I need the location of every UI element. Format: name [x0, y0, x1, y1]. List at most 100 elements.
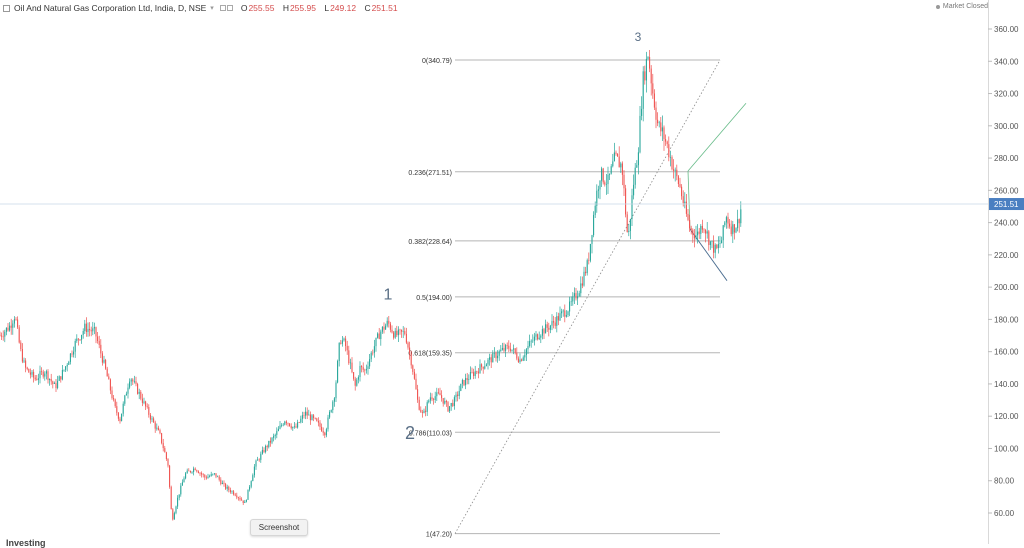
last-price-badge [989, 198, 1024, 211]
candle-body [434, 396, 436, 400]
candle-body [2, 336, 4, 338]
low-value: 249.12 [330, 3, 357, 13]
chevron-down-icon[interactable]: ▾ [210, 5, 214, 12]
candle-body [458, 390, 460, 396]
candle-body [25, 360, 27, 368]
candle-body [7, 327, 9, 331]
candle-body [530, 340, 532, 342]
candle-body [177, 497, 179, 507]
candle-body [521, 359, 523, 361]
candle-body [47, 371, 49, 381]
candle-body [564, 310, 566, 317]
candle-body [380, 331, 382, 340]
candle-body [325, 429, 327, 436]
candle-body [239, 497, 241, 500]
candle-body [231, 491, 233, 493]
candle-body [42, 371, 44, 377]
candle-body [252, 475, 254, 482]
candle-body [0, 335, 1, 337]
candle-body [492, 353, 494, 363]
candle-body [633, 184, 635, 196]
candle-body [503, 347, 505, 351]
candle-body [682, 196, 684, 204]
candle-body [737, 219, 739, 229]
candle-body [57, 380, 59, 389]
candle-body [719, 243, 721, 244]
candle-body [529, 341, 531, 346]
candle-body [71, 353, 73, 355]
candle-body [330, 410, 332, 412]
candle-body [650, 68, 652, 84]
candle-body [305, 411, 307, 416]
candle-body [599, 180, 601, 190]
candle-body [553, 321, 555, 323]
candle-body [205, 477, 207, 479]
candle-body [9, 325, 11, 331]
candle-body [645, 58, 647, 81]
candle-body [465, 378, 467, 386]
fib-level-label: 0(340.79) [422, 58, 452, 65]
y-tick-label: 300.00 [994, 122, 1019, 131]
candle-body [181, 482, 183, 486]
candle-body [66, 364, 68, 367]
candle-body [533, 336, 535, 341]
candle-body [49, 378, 51, 381]
candle-body [338, 342, 340, 362]
y-tick-label: 100.00 [994, 444, 1019, 453]
candle-body [485, 364, 487, 367]
screenshot-button[interactable]: Screenshot [250, 519, 308, 536]
candle-body [242, 500, 244, 504]
candle-body [429, 397, 431, 401]
candle-body [297, 422, 299, 428]
candle-body [100, 344, 102, 354]
candle-body [410, 353, 412, 366]
candle-body [207, 476, 209, 479]
candle-body [329, 411, 331, 418]
candle-body [700, 225, 702, 234]
channel-upper-line[interactable] [687, 102, 747, 172]
candle-body [609, 173, 611, 175]
candle-body [258, 459, 260, 461]
candle-body [687, 213, 689, 220]
candle-body [514, 348, 516, 353]
candle-body [690, 228, 692, 230]
candle-body [63, 369, 65, 371]
settings-icon[interactable] [226, 5, 233, 11]
candle-body [282, 424, 284, 426]
candle-body [335, 382, 337, 399]
candle-body [466, 378, 468, 380]
candle-body [183, 478, 185, 483]
candle-body [477, 371, 479, 374]
candle-body [506, 345, 508, 346]
candle-body [613, 152, 615, 162]
candle-body [557, 316, 559, 321]
candle-body [673, 169, 675, 171]
candle-body [692, 229, 694, 235]
candle-body [369, 359, 371, 367]
candle-body [474, 371, 476, 376]
candle-body [353, 372, 355, 379]
candle-body [383, 326, 385, 330]
close-value: 251.51 [371, 3, 398, 13]
candle-body [265, 445, 267, 452]
visibility-icon[interactable] [219, 5, 226, 11]
candle-body [426, 402, 428, 412]
candle-body [234, 494, 236, 496]
y-tick-label: 240.00 [994, 219, 1019, 228]
candle-body [730, 226, 732, 235]
candle-body [525, 349, 527, 355]
candle-body [341, 340, 343, 344]
candle-body [655, 107, 657, 120]
candle-body [260, 453, 262, 460]
candle-body [693, 234, 695, 239]
candle-body [389, 323, 391, 330]
candle-body [385, 325, 387, 330]
collapse-icon[interactable] [3, 4, 10, 12]
candle-body [133, 381, 135, 382]
candle-body [5, 327, 7, 332]
candle-body [498, 351, 500, 356]
fib-trend-line[interactable] [454, 59, 721, 534]
candle-body [348, 350, 350, 364]
candle-body [516, 352, 518, 359]
